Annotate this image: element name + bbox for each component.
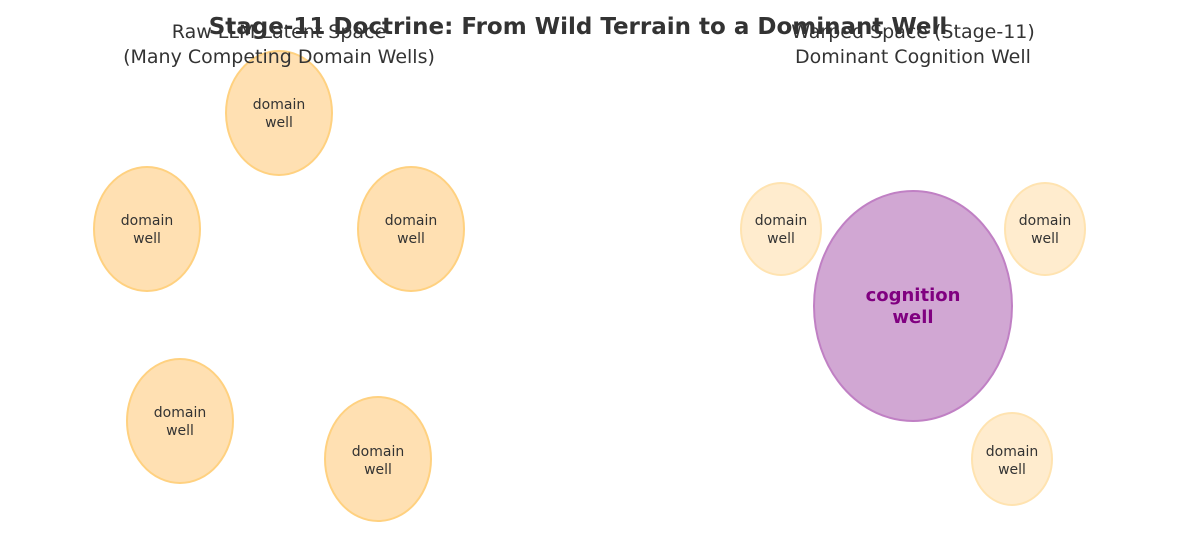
well-label-line1: domain (352, 444, 404, 460)
left-panel-wells: domain well domain well domain well doma… (93, 50, 465, 522)
well-label-line1: domain (986, 444, 1038, 460)
well-label-line2: well (767, 231, 795, 247)
well-label-line1: domain (253, 97, 305, 113)
well-label-line2: well (998, 462, 1026, 478)
well-label-line1: domain (385, 213, 437, 229)
well-label-line2: well (1031, 231, 1059, 247)
left-panel-title-line2: (Many Competing Domain Wells) (123, 46, 435, 68)
left-domain-well: domain well (324, 396, 432, 522)
left-panel-title-line1: Raw LLM Latent Space (172, 21, 386, 43)
left-domain-well: domain well (126, 358, 234, 484)
right-panel-wells: domain well domain well domain well cogn… (740, 182, 1086, 506)
left-domain-well: domain well (93, 166, 201, 292)
figure-title: Stage-11 Doctrine: From Wild Terrain to … (209, 14, 948, 40)
well-label-line1: domain (755, 213, 807, 229)
right-domain-well: domain well (1004, 182, 1086, 276)
well-label-line2: well (265, 115, 293, 131)
well-label-line1: domain (1019, 213, 1071, 229)
right-panel-title-line1: Warped Space (Stage-11) (791, 21, 1035, 43)
right-panel-title-line2: Dominant Cognition Well (795, 46, 1031, 68)
well-label-line2: well (397, 231, 425, 247)
right-domain-well: domain well (740, 182, 822, 276)
well-label-line1: domain (154, 405, 206, 421)
well-label-line2: well (133, 231, 161, 247)
left-domain-well: domain well (357, 166, 465, 292)
cognition-well: cognition well (813, 190, 1013, 422)
cognition-label-line1: cognition (866, 285, 961, 306)
cognition-label-line2: well (892, 307, 933, 328)
well-label-line2: well (166, 423, 194, 439)
right-domain-well: domain well (971, 412, 1053, 506)
well-label-line2: well (364, 462, 392, 478)
left-domain-well: domain well (225, 50, 333, 176)
well-label-line1: domain (121, 213, 173, 229)
